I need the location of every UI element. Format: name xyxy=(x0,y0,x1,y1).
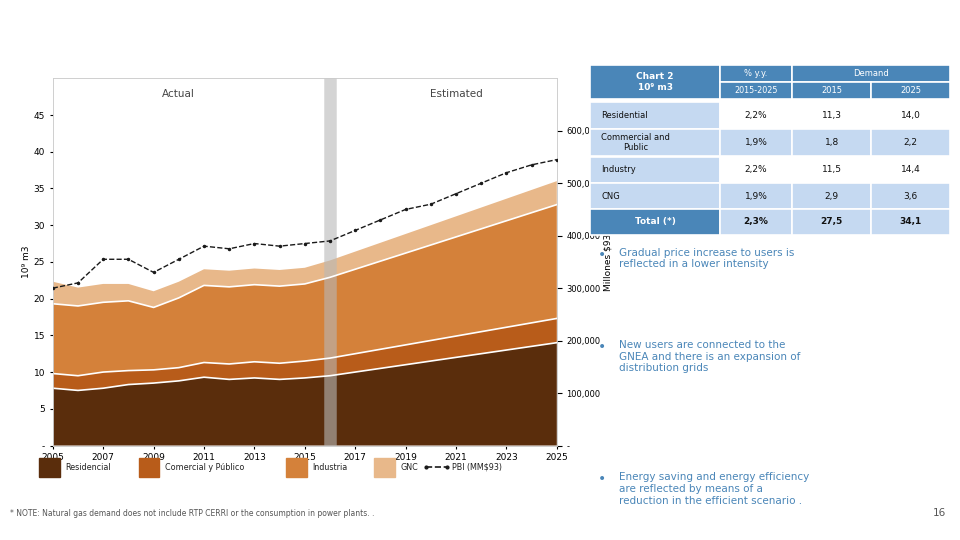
Text: Actual: Actual xyxy=(162,89,195,99)
Bar xyxy=(39,457,60,476)
FancyBboxPatch shape xyxy=(720,157,792,183)
Text: 2,3%: 2,3% xyxy=(744,217,768,226)
Text: 1,9%: 1,9% xyxy=(745,138,767,147)
FancyBboxPatch shape xyxy=(720,65,792,82)
Text: Total (*): Total (*) xyxy=(635,217,676,226)
Bar xyxy=(286,457,307,476)
Text: Industria: Industria xyxy=(312,463,348,471)
FancyBboxPatch shape xyxy=(720,208,792,235)
FancyBboxPatch shape xyxy=(872,102,950,129)
FancyBboxPatch shape xyxy=(792,130,872,156)
Text: Energy Demand: Natural Gas: Energy Demand: Natural Gas xyxy=(12,19,305,37)
Text: Residential: Residential xyxy=(601,111,648,120)
FancyBboxPatch shape xyxy=(872,183,950,210)
Text: 2,2: 2,2 xyxy=(903,138,918,147)
Text: % y.y.: % y.y. xyxy=(744,69,768,78)
Bar xyxy=(139,457,159,476)
FancyBboxPatch shape xyxy=(590,157,720,183)
Text: 2015-2025: 2015-2025 xyxy=(734,86,778,95)
Bar xyxy=(374,457,395,476)
Text: 2,2%: 2,2% xyxy=(745,111,767,120)
Text: 1,9%: 1,9% xyxy=(745,192,767,201)
Text: 3,6: 3,6 xyxy=(903,192,918,201)
FancyBboxPatch shape xyxy=(872,157,950,183)
FancyBboxPatch shape xyxy=(590,102,720,129)
FancyBboxPatch shape xyxy=(720,183,792,210)
Text: Residencial: Residencial xyxy=(65,463,110,471)
Text: 2015: 2015 xyxy=(821,86,842,95)
Y-axis label: 10⁹ m3: 10⁹ m3 xyxy=(22,246,31,278)
Text: CNG: CNG xyxy=(601,192,620,201)
Text: 11,5: 11,5 xyxy=(822,165,842,174)
Text: Energy saving and energy efficiency
are reflected by means of a
reduction in the: Energy saving and energy efficiency are … xyxy=(619,472,809,505)
FancyBboxPatch shape xyxy=(792,208,872,235)
Text: 27,5: 27,5 xyxy=(821,217,843,226)
Text: PBI (MM$93): PBI (MM$93) xyxy=(452,463,502,471)
FancyBboxPatch shape xyxy=(792,102,872,129)
Text: •: • xyxy=(597,472,606,487)
Text: Demand: Demand xyxy=(853,69,889,78)
Text: Commercial and
Public: Commercial and Public xyxy=(601,133,670,152)
Text: 34,1: 34,1 xyxy=(900,217,922,226)
Text: GNC: GNC xyxy=(400,463,418,471)
Text: Industry: Industry xyxy=(601,165,636,174)
FancyBboxPatch shape xyxy=(792,82,872,99)
Text: •: • xyxy=(597,247,606,261)
FancyBboxPatch shape xyxy=(872,130,950,156)
FancyBboxPatch shape xyxy=(720,82,792,99)
Text: 1,8: 1,8 xyxy=(825,138,839,147)
Text: 16: 16 xyxy=(932,508,946,518)
FancyBboxPatch shape xyxy=(792,157,872,183)
FancyBboxPatch shape xyxy=(792,183,872,210)
Text: Ministerio de Energía y Minería
Presidencia de la Nación: Ministerio de Energía y Minería Presiden… xyxy=(840,16,931,29)
Text: 14,0: 14,0 xyxy=(900,111,921,120)
Text: 2,9: 2,9 xyxy=(825,192,839,201)
Text: 14,4: 14,4 xyxy=(900,165,921,174)
FancyBboxPatch shape xyxy=(590,208,720,235)
FancyBboxPatch shape xyxy=(872,208,950,235)
FancyBboxPatch shape xyxy=(590,130,720,156)
FancyBboxPatch shape xyxy=(720,102,792,129)
FancyBboxPatch shape xyxy=(590,183,720,210)
Text: Chart 2
10⁹ m3: Chart 2 10⁹ m3 xyxy=(636,72,674,91)
FancyBboxPatch shape xyxy=(720,130,792,156)
Text: Estimated: Estimated xyxy=(430,89,482,99)
Text: •: • xyxy=(597,340,606,354)
Text: * NOTE: Natural gas demand does not include RTP CERRI or the consumption in powe: * NOTE: Natural gas demand does not incl… xyxy=(10,509,374,518)
FancyBboxPatch shape xyxy=(872,82,950,99)
Text: 2,2%: 2,2% xyxy=(745,165,767,174)
FancyBboxPatch shape xyxy=(792,65,950,82)
Text: New users are connected to the
GNEA and there is an expansion of
distribution gr: New users are connected to the GNEA and … xyxy=(619,340,801,373)
Text: 11,3: 11,3 xyxy=(822,111,842,120)
Text: 2025: 2025 xyxy=(900,86,922,95)
FancyBboxPatch shape xyxy=(590,65,720,99)
Text: Comercial y Público: Comercial y Público xyxy=(165,463,244,471)
Text: Gradual price increase to users is
reflected in a lower intensity: Gradual price increase to users is refle… xyxy=(619,247,795,269)
Y-axis label: Millones $93: Millones $93 xyxy=(604,233,612,291)
